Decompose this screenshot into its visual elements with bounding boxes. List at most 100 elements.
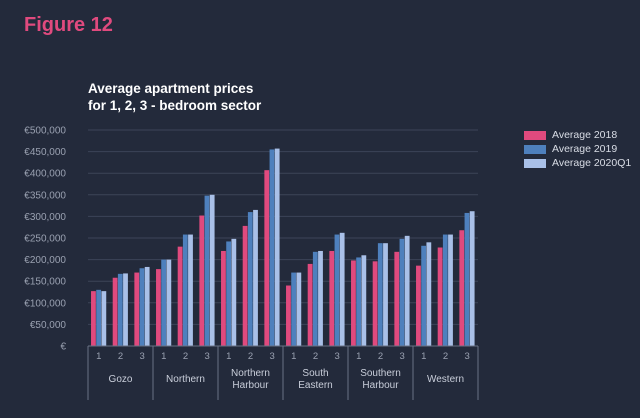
bedroom-tick-label: 3 — [205, 351, 210, 362]
bedroom-tick-label: 1 — [161, 351, 166, 362]
bedroom-tick-label: 1 — [226, 351, 231, 362]
bar — [264, 170, 270, 346]
bar — [253, 209, 258, 346]
region-label: Northern Harbour — [231, 368, 270, 391]
legend-item-2018: Average 2018 — [524, 128, 631, 142]
bedroom-tick-label: 1 — [96, 351, 101, 362]
bar — [242, 225, 248, 346]
bar — [416, 265, 421, 346]
bar — [144, 266, 150, 346]
bar — [231, 238, 237, 346]
bar — [394, 251, 400, 346]
bar — [91, 291, 96, 346]
y-tick-label: € — [60, 342, 66, 353]
bedroom-tick-label: 3 — [140, 351, 145, 362]
bedroom-tick-label: 3 — [465, 351, 470, 362]
bar — [177, 246, 183, 346]
bar — [188, 234, 193, 346]
legend-label-2020q1: Average 2020Q1 — [552, 157, 632, 169]
chart-title-line-1: Average apartment prices — [88, 81, 254, 96]
bar — [339, 232, 345, 346]
y-tick-label: €50,000 — [30, 320, 67, 331]
region-label: Southern Harbour — [360, 368, 401, 391]
y-tick-label: €500,000 — [24, 126, 66, 137]
figure-label: Figure 12 — [24, 14, 113, 36]
bedroom-tick-label: 1 — [421, 351, 426, 362]
bedroom-tick-label: 2 — [313, 351, 318, 362]
bar — [329, 250, 335, 346]
bar — [421, 245, 427, 346]
bar — [166, 259, 172, 346]
bar — [399, 238, 405, 346]
bar — [318, 250, 323, 346]
bar — [469, 211, 475, 346]
bar — [286, 285, 291, 346]
bar — [156, 269, 161, 346]
bar — [226, 241, 232, 346]
bar — [247, 212, 253, 346]
legend: Average 2018 Average 2019 Average 2020Q1 — [524, 128, 631, 170]
region-label: Gozo — [109, 374, 133, 385]
chart-title-line-2: for 1, 2, 3 - bedroom sector — [88, 98, 262, 113]
bedroom-tick-label: 2 — [378, 351, 383, 362]
bar — [442, 234, 448, 346]
bedroom-tick-label: 2 — [443, 351, 448, 362]
bar — [204, 195, 210, 346]
bar — [139, 268, 145, 346]
region-label: South Eastern — [298, 368, 332, 391]
bar — [372, 261, 378, 346]
y-tick-label: €200,000 — [24, 255, 66, 266]
bar — [134, 272, 140, 346]
y-tick-label: €450,000 — [24, 147, 66, 158]
bar — [426, 242, 432, 346]
bar — [464, 212, 470, 346]
bar — [437, 247, 443, 346]
y-tick-label: €250,000 — [24, 234, 66, 245]
region-label: Northern — [166, 374, 205, 385]
bar — [334, 234, 340, 346]
y-tick-label: €300,000 — [24, 212, 66, 223]
bar — [199, 215, 205, 346]
bar — [117, 273, 123, 346]
bar — [123, 273, 128, 346]
bar — [377, 243, 383, 346]
bedroom-tick-label: 2 — [248, 351, 253, 362]
bar — [161, 259, 167, 346]
bar — [312, 251, 318, 346]
legend-swatch-2019 — [524, 144, 546, 154]
y-tick-label: €400,000 — [24, 169, 66, 180]
legend-item-2020q1: Average 2020Q1 — [524, 156, 631, 170]
y-tick-label: €350,000 — [24, 190, 66, 201]
bar — [448, 234, 453, 346]
bar — [274, 148, 280, 346]
bedroom-tick-label: 3 — [270, 351, 275, 362]
bar — [459, 230, 465, 346]
bar — [291, 272, 297, 346]
y-tick-label: €150,000 — [24, 277, 66, 288]
bar — [269, 149, 275, 346]
region-label: Western — [427, 374, 464, 385]
legend-item-2019: Average 2019 — [524, 142, 631, 156]
chart-title: Average apartment prices for 1, 2, 3 - b… — [88, 80, 368, 114]
bedroom-tick-label: 2 — [118, 351, 123, 362]
y-tick-label: €100,000 — [24, 298, 66, 309]
bedroom-tick-label: 3 — [335, 351, 340, 362]
bar — [209, 194, 215, 346]
bar — [112, 277, 118, 346]
legend-label-2018: Average 2018 — [552, 129, 618, 141]
bar — [96, 289, 102, 346]
legend-swatch-2018 — [524, 130, 546, 140]
bar — [182, 234, 188, 346]
bedroom-tick-label: 1 — [291, 351, 296, 362]
bar — [356, 257, 362, 346]
legend-swatch-2020q1 — [524, 158, 546, 168]
bar — [296, 272, 302, 346]
bedroom-tick-label: 2 — [183, 351, 188, 362]
bar — [404, 235, 410, 346]
bar — [383, 243, 388, 346]
bar — [361, 255, 367, 346]
bar — [101, 291, 107, 346]
bar — [307, 263, 313, 346]
bar — [351, 260, 356, 346]
